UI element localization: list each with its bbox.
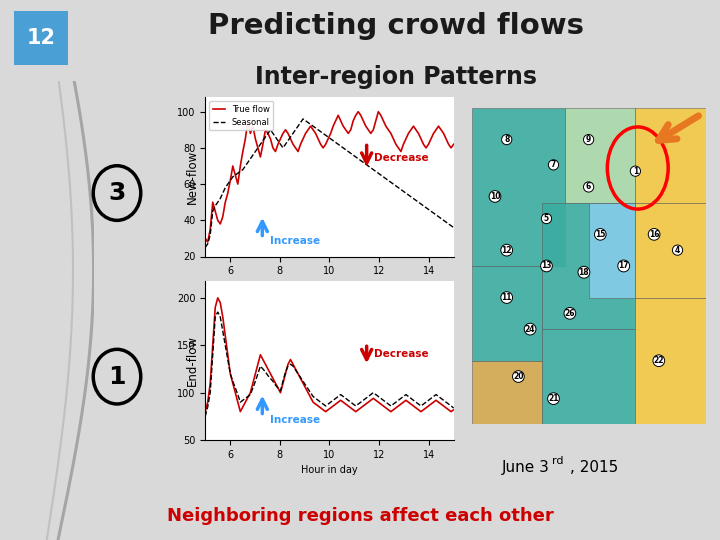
True flow [354,109,363,115]
Seasonal [432,212,441,218]
Bar [636,203,706,298]
Text: 12: 12 [501,246,512,255]
True flow [203,239,212,245]
Text: 21: 21 [548,394,559,403]
True flow [261,126,270,133]
Text: Decrease: Decrease [374,349,428,359]
Bar [636,108,706,202]
Text: 10: 10 [490,192,500,201]
Text: 15: 15 [595,230,606,239]
Text: 17: 17 [618,261,629,271]
Text: 22: 22 [654,356,664,365]
Text: rd: rd [552,456,563,467]
Text: 7: 7 [551,160,556,170]
Text: New-flow: New-flow [186,150,199,204]
Text: 8: 8 [504,135,509,144]
Text: 6: 6 [586,183,591,192]
Text: Increase: Increase [270,236,320,246]
Bar [542,202,636,329]
Seasonal [449,224,458,231]
Text: 11: 11 [501,293,512,302]
Line: Seasonal: Seasonal [205,119,454,247]
Text: 20: 20 [513,372,523,381]
Bar [472,361,542,424]
Line: True flow: True flow [205,112,454,242]
Seasonal [351,154,360,160]
Bar [542,329,636,424]
Text: 3: 3 [108,181,126,205]
Text: 1: 1 [633,167,638,176]
Text: End-flow: End-flow [186,335,199,386]
Seasonal [248,152,257,158]
Text: June 3: June 3 [502,460,549,475]
Text: Inter-region Patterns: Inter-region Patterns [255,65,537,89]
Text: 4: 4 [675,246,680,255]
Bar [565,108,636,202]
Text: 16: 16 [649,230,660,239]
Seasonal [439,217,448,224]
Seasonal [258,137,267,144]
True flow [201,235,210,241]
Text: 12: 12 [27,28,56,48]
Bar [589,203,635,298]
Text: 18: 18 [579,268,589,277]
Bar [472,266,542,361]
Legend: True flow, Seasonal: True flow, Seasonal [210,102,273,130]
True flow [442,136,451,142]
True flow [434,123,443,130]
X-axis label: Hour in day: Hour in day [301,465,358,475]
X-axis label: Hour in day: Hour in day [301,282,358,292]
Text: Predicting crowd flows: Predicting crowd flows [208,11,584,39]
True flow [351,112,360,119]
Text: Neighboring regions affect each other: Neighboring regions affect each other [166,507,554,525]
Text: 26: 26 [564,309,575,318]
Text: 13: 13 [541,261,552,271]
Text: 5: 5 [544,214,549,223]
Bar [636,298,706,424]
Text: Increase: Increase [270,415,320,425]
FancyBboxPatch shape [14,11,68,65]
Text: 24: 24 [525,325,536,334]
True flow [251,136,260,142]
Text: , 2015: , 2015 [570,460,618,475]
Text: 1: 1 [108,364,126,389]
Seasonal [201,244,210,251]
True flow [449,141,458,147]
True flow [331,118,340,124]
Text: 9: 9 [586,135,591,144]
Bar [472,108,565,266]
Text: Decrease: Decrease [374,153,428,163]
Seasonal [299,116,307,122]
Seasonal [331,139,340,146]
